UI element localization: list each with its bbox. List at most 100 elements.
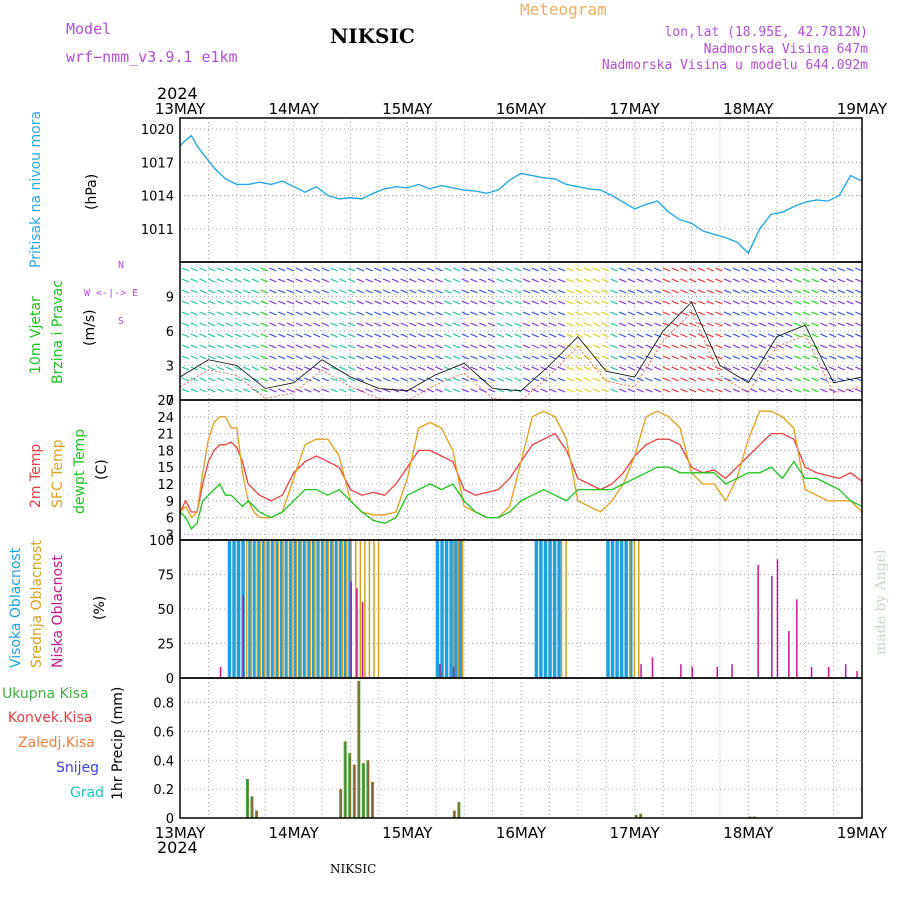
wind-barb	[846, 355, 854, 360]
wind-barb	[435, 366, 443, 371]
precip-conv-bar	[246, 779, 249, 818]
wind-barb	[575, 267, 583, 272]
wind-barb	[741, 355, 749, 360]
wind-barb	[260, 388, 268, 393]
wind-barb	[181, 322, 190, 327]
wind-barb	[391, 333, 400, 338]
wind-barb	[382, 377, 391, 382]
cloud-high-bar	[348, 540, 352, 678]
cloud-low-bar	[691, 666, 693, 678]
cloud-mid-bar	[259, 540, 262, 678]
cloud-mid-bar	[377, 540, 380, 678]
wind-barb	[548, 289, 557, 294]
wind-barb	[741, 278, 749, 283]
wind-barb	[234, 311, 242, 316]
pressure-tick-label: 1011	[141, 223, 174, 238]
wind-barb	[479, 300, 487, 305]
precip-conv-bar	[458, 802, 460, 818]
wind-barb	[435, 311, 443, 316]
wind-barb	[181, 267, 190, 272]
wind-barb	[566, 267, 574, 272]
wind-barb	[793, 333, 802, 338]
wind-barb	[242, 311, 251, 316]
wind-barb	[531, 322, 539, 327]
wind-barb	[347, 333, 356, 338]
wind-barb	[321, 322, 330, 327]
wind-barb	[785, 344, 793, 349]
wind-barb	[286, 278, 295, 283]
wind-barb	[321, 278, 330, 283]
temp-tick-label: 12	[157, 478, 174, 493]
wind-barb	[548, 388, 557, 393]
cloud-high-bar	[552, 540, 557, 678]
wind-barb	[715, 344, 723, 349]
wind-barb	[286, 388, 295, 393]
temp-tick-label: 27	[157, 394, 174, 409]
wind-barb	[767, 278, 776, 283]
wind-barb	[828, 344, 837, 349]
wind-barb	[566, 311, 574, 316]
wind-barb	[785, 300, 793, 305]
wind-barb	[216, 377, 225, 382]
wind-barb	[479, 267, 487, 272]
wind-barb	[680, 267, 688, 272]
cloud-low-bar	[356, 588, 358, 678]
wind-barb	[391, 322, 400, 327]
wind-barb	[295, 377, 303, 382]
wind-barb	[645, 344, 653, 349]
wind-barb	[374, 355, 382, 360]
wind-barb	[671, 300, 679, 305]
x-axis-label-top: 15MAY	[382, 100, 433, 118]
wind-barb	[470, 333, 478, 338]
wind-barb	[758, 322, 767, 327]
wind-barb	[618, 355, 627, 360]
wind-barb	[846, 333, 854, 338]
wind-barb	[321, 311, 330, 316]
cloud-high-bar	[266, 540, 270, 678]
wind-barb	[225, 355, 233, 360]
wind-barb	[548, 333, 557, 338]
cloud-high-bar	[270, 540, 275, 678]
precip-conv-bar	[635, 815, 638, 818]
wind-barb	[820, 355, 828, 360]
wind-barb	[242, 366, 251, 371]
precip-conv-bar	[371, 781, 374, 818]
wind-barb	[583, 311, 592, 316]
wind-barb	[688, 300, 697, 305]
wind-barb	[444, 267, 452, 272]
wind-barb	[514, 344, 522, 349]
wind-barb	[242, 289, 251, 294]
wind-barb	[207, 322, 216, 327]
wind-barb	[374, 289, 382, 294]
wind-barb	[225, 267, 233, 272]
wind-barb	[697, 377, 706, 382]
wind-barb	[409, 300, 417, 305]
wind-barb	[347, 355, 356, 360]
wind-barb	[374, 344, 382, 349]
wind-barb	[216, 322, 225, 327]
wind-barb	[286, 355, 295, 360]
precip-frame	[179, 677, 863, 819]
wind-barb	[400, 366, 408, 371]
wind-barb	[636, 344, 644, 349]
cloud-high-bar	[444, 540, 449, 678]
wind-barb	[435, 289, 443, 294]
cloud-tick-label: 0	[166, 672, 174, 687]
wind-barb	[190, 388, 198, 393]
wind-barb	[732, 289, 741, 294]
wind-barb	[767, 322, 776, 327]
wind-barb	[199, 311, 207, 316]
cloud-high-bar	[275, 540, 279, 678]
pressure-line	[179, 134, 863, 255]
wind-barb	[444, 333, 452, 338]
wind-barb	[793, 377, 802, 382]
cloud-high-bar	[539, 540, 543, 678]
wind-barb	[846, 311, 854, 316]
wind-barb	[260, 322, 268, 327]
wind-barb	[566, 344, 574, 349]
wind-barb	[435, 278, 443, 283]
wind-barb	[347, 322, 356, 327]
wind-barb	[548, 267, 557, 272]
wind-barb	[304, 344, 312, 349]
wind-barb	[260, 267, 268, 272]
